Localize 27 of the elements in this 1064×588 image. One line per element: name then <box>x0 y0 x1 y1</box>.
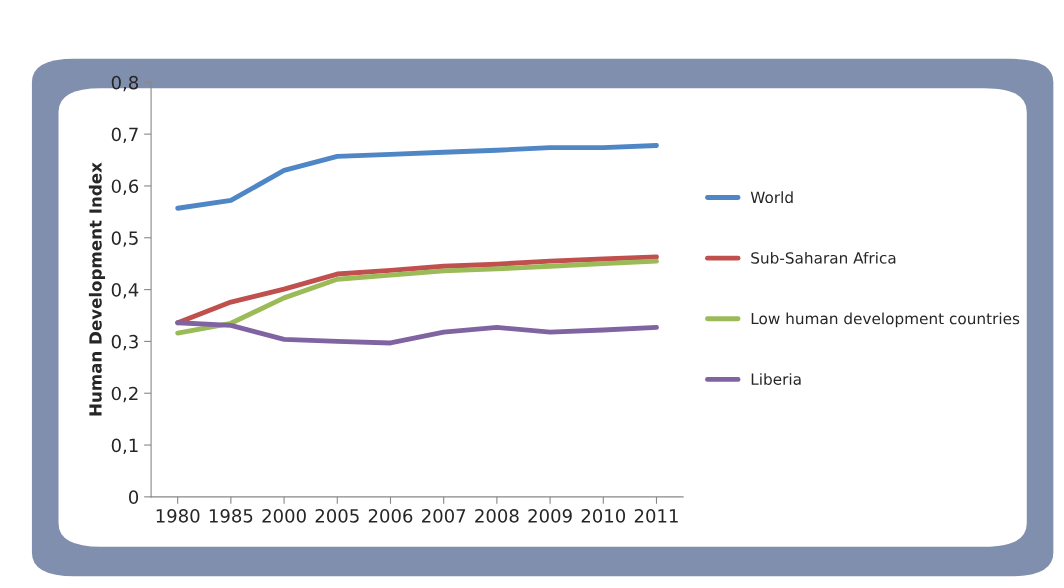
legend-label: Low human development countries <box>751 312 1020 328</box>
line-series <box>175 143 659 211</box>
legend-label: World <box>750 191 793 204</box>
line-series <box>175 258 659 336</box>
y-tick-label: 0,7 <box>111 127 138 144</box>
x-tick-label: 2007 <box>422 508 466 523</box>
line-series <box>175 320 659 346</box>
x-tick-label: 1985 <box>209 508 253 523</box>
x-tick-label: 1980 <box>156 508 200 523</box>
y-tick-label: 0,1 <box>111 438 138 454</box>
y-tick-label: 0,5 <box>111 231 138 247</box>
x-tick-label: 2010 <box>581 508 626 523</box>
x-tick-label: 2008 <box>475 508 519 523</box>
y-tick-label: 0,8 <box>111 75 139 92</box>
y-tick-label: 0,4 <box>111 283 139 299</box>
x-tick-label: 2011 <box>634 508 678 523</box>
legend-label: Liberia <box>751 373 801 385</box>
x-tick-label: 2000 <box>262 508 306 523</box>
x-tick-label: 2006 <box>368 508 413 523</box>
y-tick-label: 0 <box>128 490 139 504</box>
x-tick-label: 2009 <box>528 508 572 523</box>
x-tick-label: 2005 <box>315 508 359 523</box>
y-axis-title: Human Development Index <box>88 162 106 416</box>
y-tick-label: 0,3 <box>111 334 138 351</box>
y-tick-label: 0,2 <box>111 386 138 403</box>
y-tick-label: 0,6 <box>111 179 139 195</box>
legend-label: Sub-Saharan Africa <box>751 251 896 264</box>
